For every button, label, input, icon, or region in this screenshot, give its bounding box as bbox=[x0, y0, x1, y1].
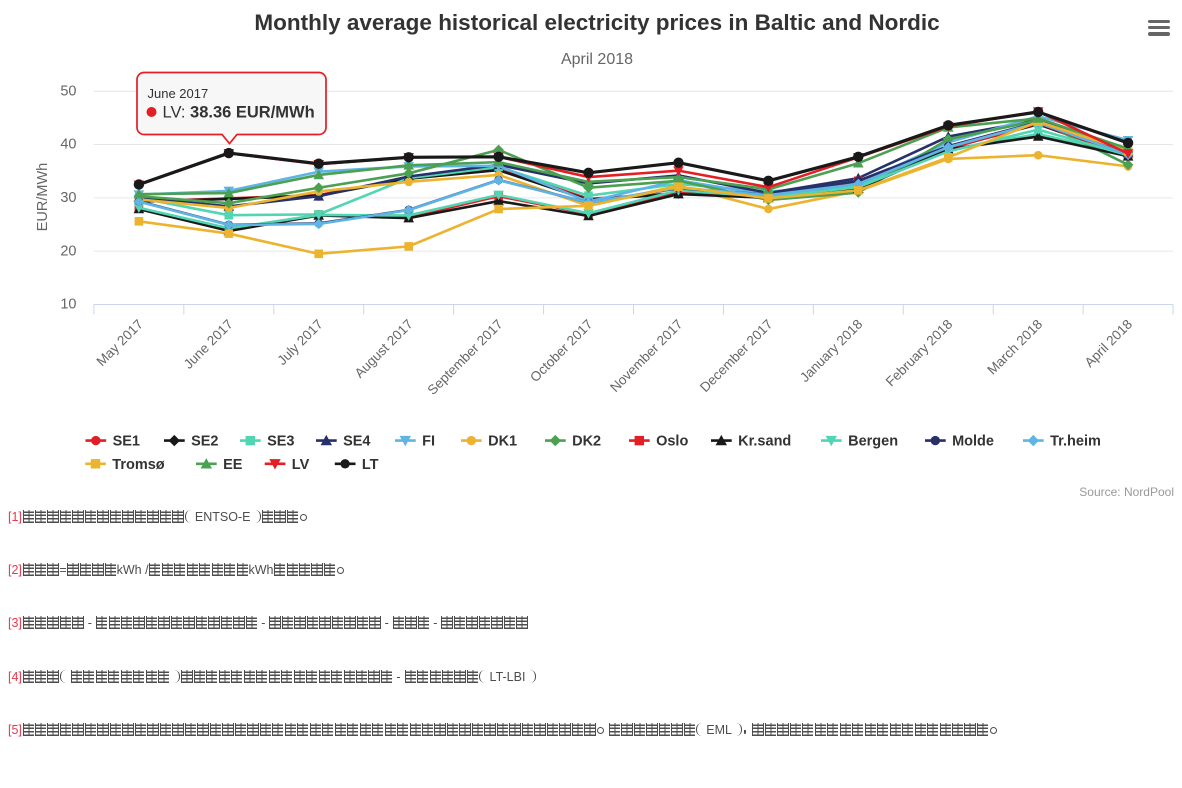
svg-text:January 2018: January 2018 bbox=[797, 317, 865, 385]
svg-text:August 2017: August 2017 bbox=[352, 317, 416, 381]
svg-text:FI: FI bbox=[422, 434, 435, 450]
svg-text:50: 50 bbox=[60, 83, 76, 99]
svg-text:September 2017: September 2017 bbox=[425, 317, 506, 398]
svg-text:Kr.sand: Kr.sand bbox=[738, 434, 791, 450]
svg-text:LT: LT bbox=[362, 457, 379, 473]
svg-text:LV: LV bbox=[292, 457, 310, 473]
svg-text:EE: EE bbox=[223, 457, 243, 473]
svg-text:SE2: SE2 bbox=[191, 434, 218, 450]
svg-text:SE4: SE4 bbox=[343, 434, 370, 450]
svg-text:June 2017: June 2017 bbox=[148, 86, 209, 101]
svg-text:LV: 38.36 EUR/MWh: LV: 38.36 EUR/MWh bbox=[163, 103, 315, 121]
svg-text:Molde: Molde bbox=[952, 434, 994, 450]
svg-text:SE3: SE3 bbox=[267, 434, 294, 450]
svg-text:March 2018: March 2018 bbox=[984, 317, 1045, 378]
svg-text:DK2: DK2 bbox=[572, 434, 601, 450]
svg-text:October 2017: October 2017 bbox=[527, 317, 595, 385]
svg-text:Source: NordPool: Source: NordPool bbox=[1079, 485, 1174, 498]
svg-text:Bergen: Bergen bbox=[848, 434, 898, 450]
svg-text:Oslo: Oslo bbox=[656, 434, 688, 450]
svg-text:30: 30 bbox=[60, 190, 76, 206]
svg-text:SE1: SE1 bbox=[113, 434, 140, 450]
svg-text:June 2017: June 2017 bbox=[181, 317, 236, 372]
svg-text:December 2017: December 2017 bbox=[697, 317, 776, 396]
svg-text:July 2017: July 2017 bbox=[274, 317, 325, 368]
svg-text:April 2018: April 2018 bbox=[1082, 317, 1136, 371]
svg-text:November 2017: November 2017 bbox=[607, 317, 686, 396]
svg-text:February 2018: February 2018 bbox=[883, 317, 956, 390]
svg-text:40: 40 bbox=[60, 137, 76, 153]
svg-text:Tr.heim: Tr.heim bbox=[1050, 434, 1101, 450]
svg-text:EUR/MWh: EUR/MWh bbox=[35, 163, 51, 231]
svg-text:Tromsø: Tromsø bbox=[112, 457, 165, 473]
svg-text:DK1: DK1 bbox=[488, 434, 517, 450]
svg-text:20: 20 bbox=[60, 243, 76, 259]
svg-text:10: 10 bbox=[60, 297, 76, 313]
svg-text:May 2017: May 2017 bbox=[93, 317, 146, 370]
